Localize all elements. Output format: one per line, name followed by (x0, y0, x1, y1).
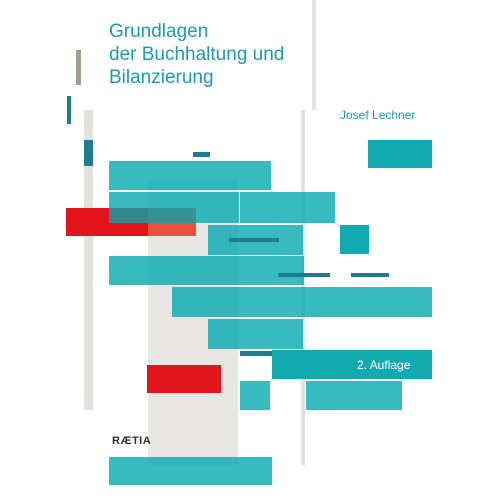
dark-teal-dash-5 (240, 351, 272, 356)
dark-teal-accent-bar-2 (84, 140, 93, 166)
grey-vertical-line-top (312, 0, 316, 110)
teal-square-right (340, 225, 369, 254)
author-name: Josef Lechner (340, 108, 416, 122)
dark-teal-accent-bar-1 (67, 96, 71, 124)
dark-teal-dash-3 (278, 273, 330, 277)
teal-block-5 (109, 256, 304, 285)
taupe-accent-bar (76, 50, 81, 85)
dark-teal-dash-4 (351, 273, 389, 277)
teal-block-2 (109, 192, 239, 223)
teal-block-8 (240, 381, 270, 410)
dark-teal-dash-2 (229, 238, 279, 242)
publisher-logo: RÆTIA (112, 435, 152, 447)
teal-block-3 (240, 192, 335, 223)
teal-edition-block (272, 350, 432, 379)
title-line-1: Grundlagen (109, 21, 209, 42)
red-block-bottom (147, 365, 221, 393)
teal-square-right-top (368, 140, 432, 168)
book-title: Grundlagen der Buchhaltung und Bilanzier… (109, 20, 339, 89)
teal-block-1 (109, 161, 271, 190)
title-line-2: der Buchhaltung und (109, 44, 285, 65)
title-line-3: Bilanzierung (109, 67, 214, 88)
edition-label: 2. Auflage (357, 358, 411, 372)
grey-vertical-line-left (84, 110, 93, 410)
teal-block-7 (208, 319, 303, 349)
teal-block-bottom (109, 457, 272, 485)
dark-teal-dash-1 (193, 152, 210, 157)
teal-block-6 (172, 287, 432, 317)
teal-block-9 (306, 381, 402, 410)
